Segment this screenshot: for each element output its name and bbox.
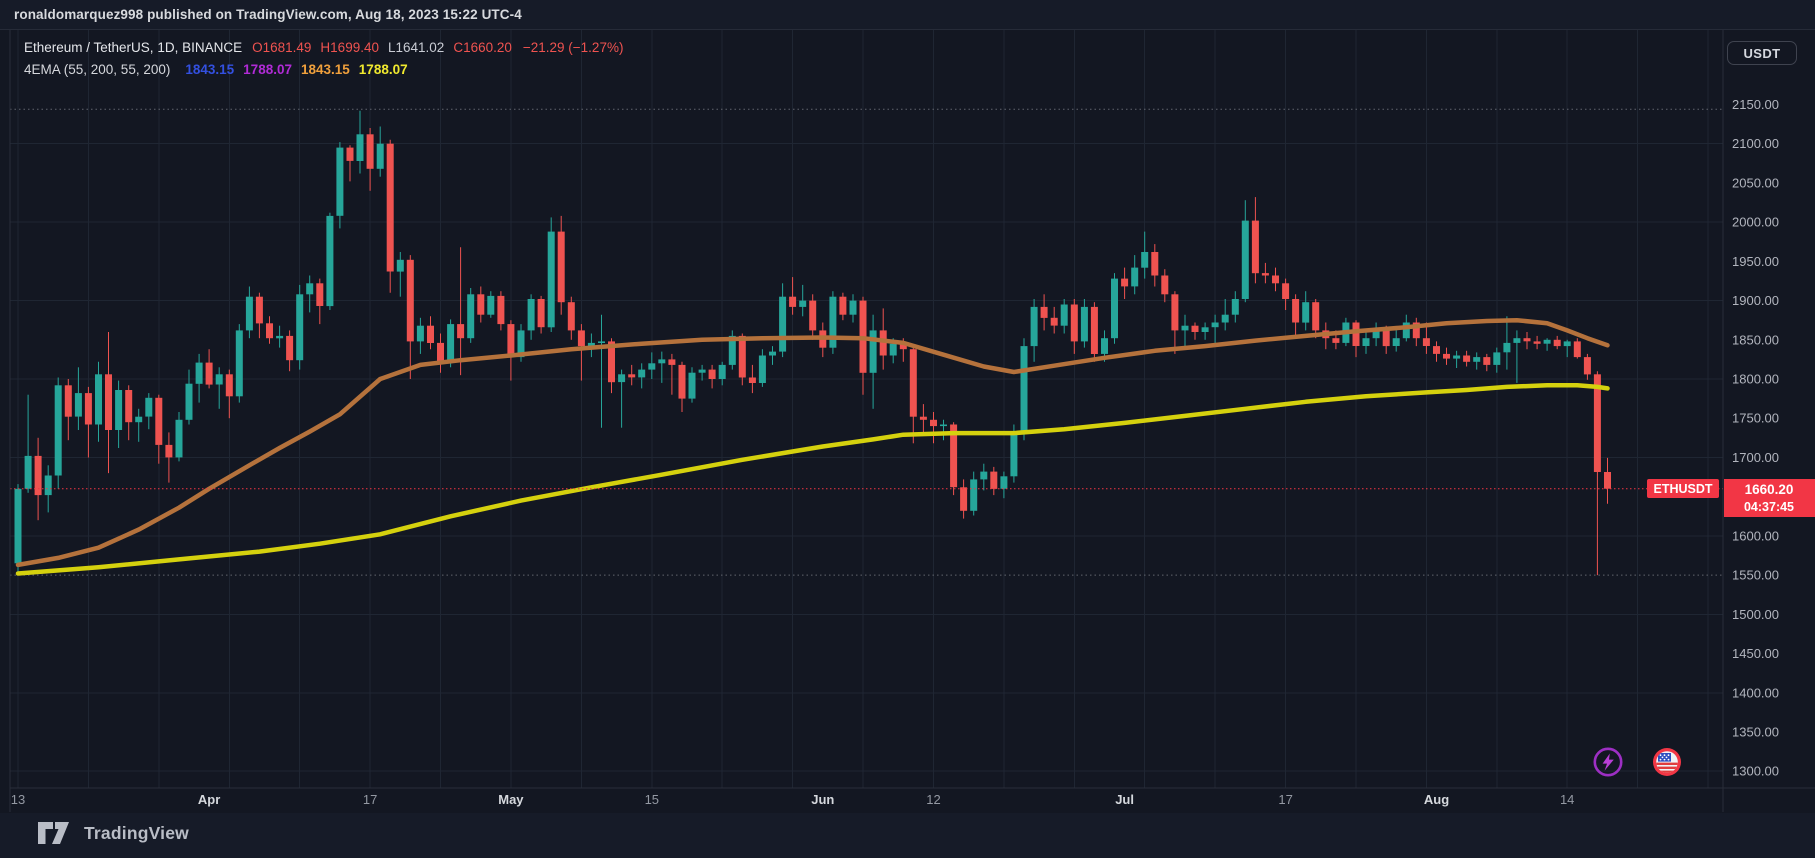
svg-text:1550.00: 1550.00	[1732, 568, 1779, 583]
svg-text:1450.00: 1450.00	[1732, 646, 1779, 661]
svg-text:1750.00: 1750.00	[1732, 411, 1779, 426]
svg-text:1950.00: 1950.00	[1732, 254, 1779, 269]
svg-text:1600.00: 1600.00	[1732, 528, 1779, 543]
svg-text:12: 12	[926, 792, 940, 807]
svg-text:Apr: Apr	[198, 792, 220, 807]
symbol-title: Ethereum / TetherUS, 1D, BINANCE	[24, 40, 243, 55]
svg-text:1850.00: 1850.00	[1732, 332, 1779, 347]
svg-text:04:37:45: 04:37:45	[1744, 500, 1794, 514]
lightning-badge-icon[interactable]	[1592, 746, 1624, 778]
price-change: −21.29 (−1.27%)	[522, 40, 624, 55]
tradingview-logo[interactable]: TradingView	[38, 822, 189, 844]
flag-badge-icon[interactable]	[1651, 746, 1683, 778]
symbol-row: Ethereum / TetherUS, 1D, BINANCE O1681.49…	[24, 37, 623, 59]
chart-legend: Ethereum / TetherUS, 1D, BINANCE O1681.49…	[24, 37, 623, 81]
svg-text:May: May	[498, 792, 524, 807]
ohlc-low: L1641.02	[387, 40, 445, 55]
svg-text:2150.00: 2150.00	[1732, 97, 1779, 112]
ohlc-high: H1699.40	[320, 40, 379, 55]
indicator-label: 4EMA (55, 200, 55, 200)	[24, 62, 171, 77]
last-price-axis-tag: 1660.20 04:37:45	[1724, 479, 1815, 517]
svg-text:1800.00: 1800.00	[1732, 372, 1779, 387]
svg-text:1660.20: 1660.20	[1745, 482, 1794, 497]
ema-value-2: 1788.07	[243, 62, 292, 77]
svg-text:17: 17	[363, 792, 377, 807]
svg-text:1500.00: 1500.00	[1732, 607, 1779, 622]
ema-value-3: 1843.15	[300, 62, 350, 77]
ohlc-open: O1681.49	[252, 40, 312, 55]
svg-text:13: 13	[11, 792, 25, 807]
ohlc-close: C1660.20	[453, 40, 512, 55]
svg-text:1900.00: 1900.00	[1732, 293, 1779, 308]
svg-text:1300.00: 1300.00	[1732, 764, 1779, 779]
svg-text:2000.00: 2000.00	[1732, 215, 1779, 230]
svg-text:Jun: Jun	[811, 792, 834, 807]
published-info-text: ronaldomarquez998 published on TradingVi…	[14, 7, 522, 22]
ema-value-1: 1843.15	[185, 62, 235, 77]
tradingview-logo-text: TradingView	[84, 822, 189, 843]
svg-text:Aug: Aug	[1424, 792, 1449, 807]
currency-toggle-button[interactable]: USDT	[1727, 41, 1797, 65]
tradingview-logo-icon	[38, 822, 69, 844]
svg-text:15: 15	[645, 792, 659, 807]
svg-text:1350.00: 1350.00	[1732, 725, 1779, 740]
svg-text:Jul: Jul	[1115, 792, 1134, 807]
svg-text:2050.00: 2050.00	[1732, 175, 1779, 190]
svg-text:1400.00: 1400.00	[1732, 685, 1779, 700]
published-info-bar: ronaldomarquez998 published on TradingVi…	[0, 0, 1815, 30]
svg-text:1700.00: 1700.00	[1732, 450, 1779, 465]
svg-text:14: 14	[1560, 792, 1574, 807]
svg-text:17: 17	[1278, 792, 1292, 807]
svg-text:ETHUSDT: ETHUSDT	[1653, 482, 1712, 496]
symbol-price-tag: ETHUSDT	[1647, 479, 1719, 498]
svg-text:2100.00: 2100.00	[1732, 136, 1779, 151]
indicator-row: 4EMA (55, 200, 55, 200) 1843.15 1788.07 184…	[24, 59, 623, 81]
footer-bar: TradingView	[0, 813, 1815, 858]
ema-value-4: 1788.07	[358, 62, 408, 77]
